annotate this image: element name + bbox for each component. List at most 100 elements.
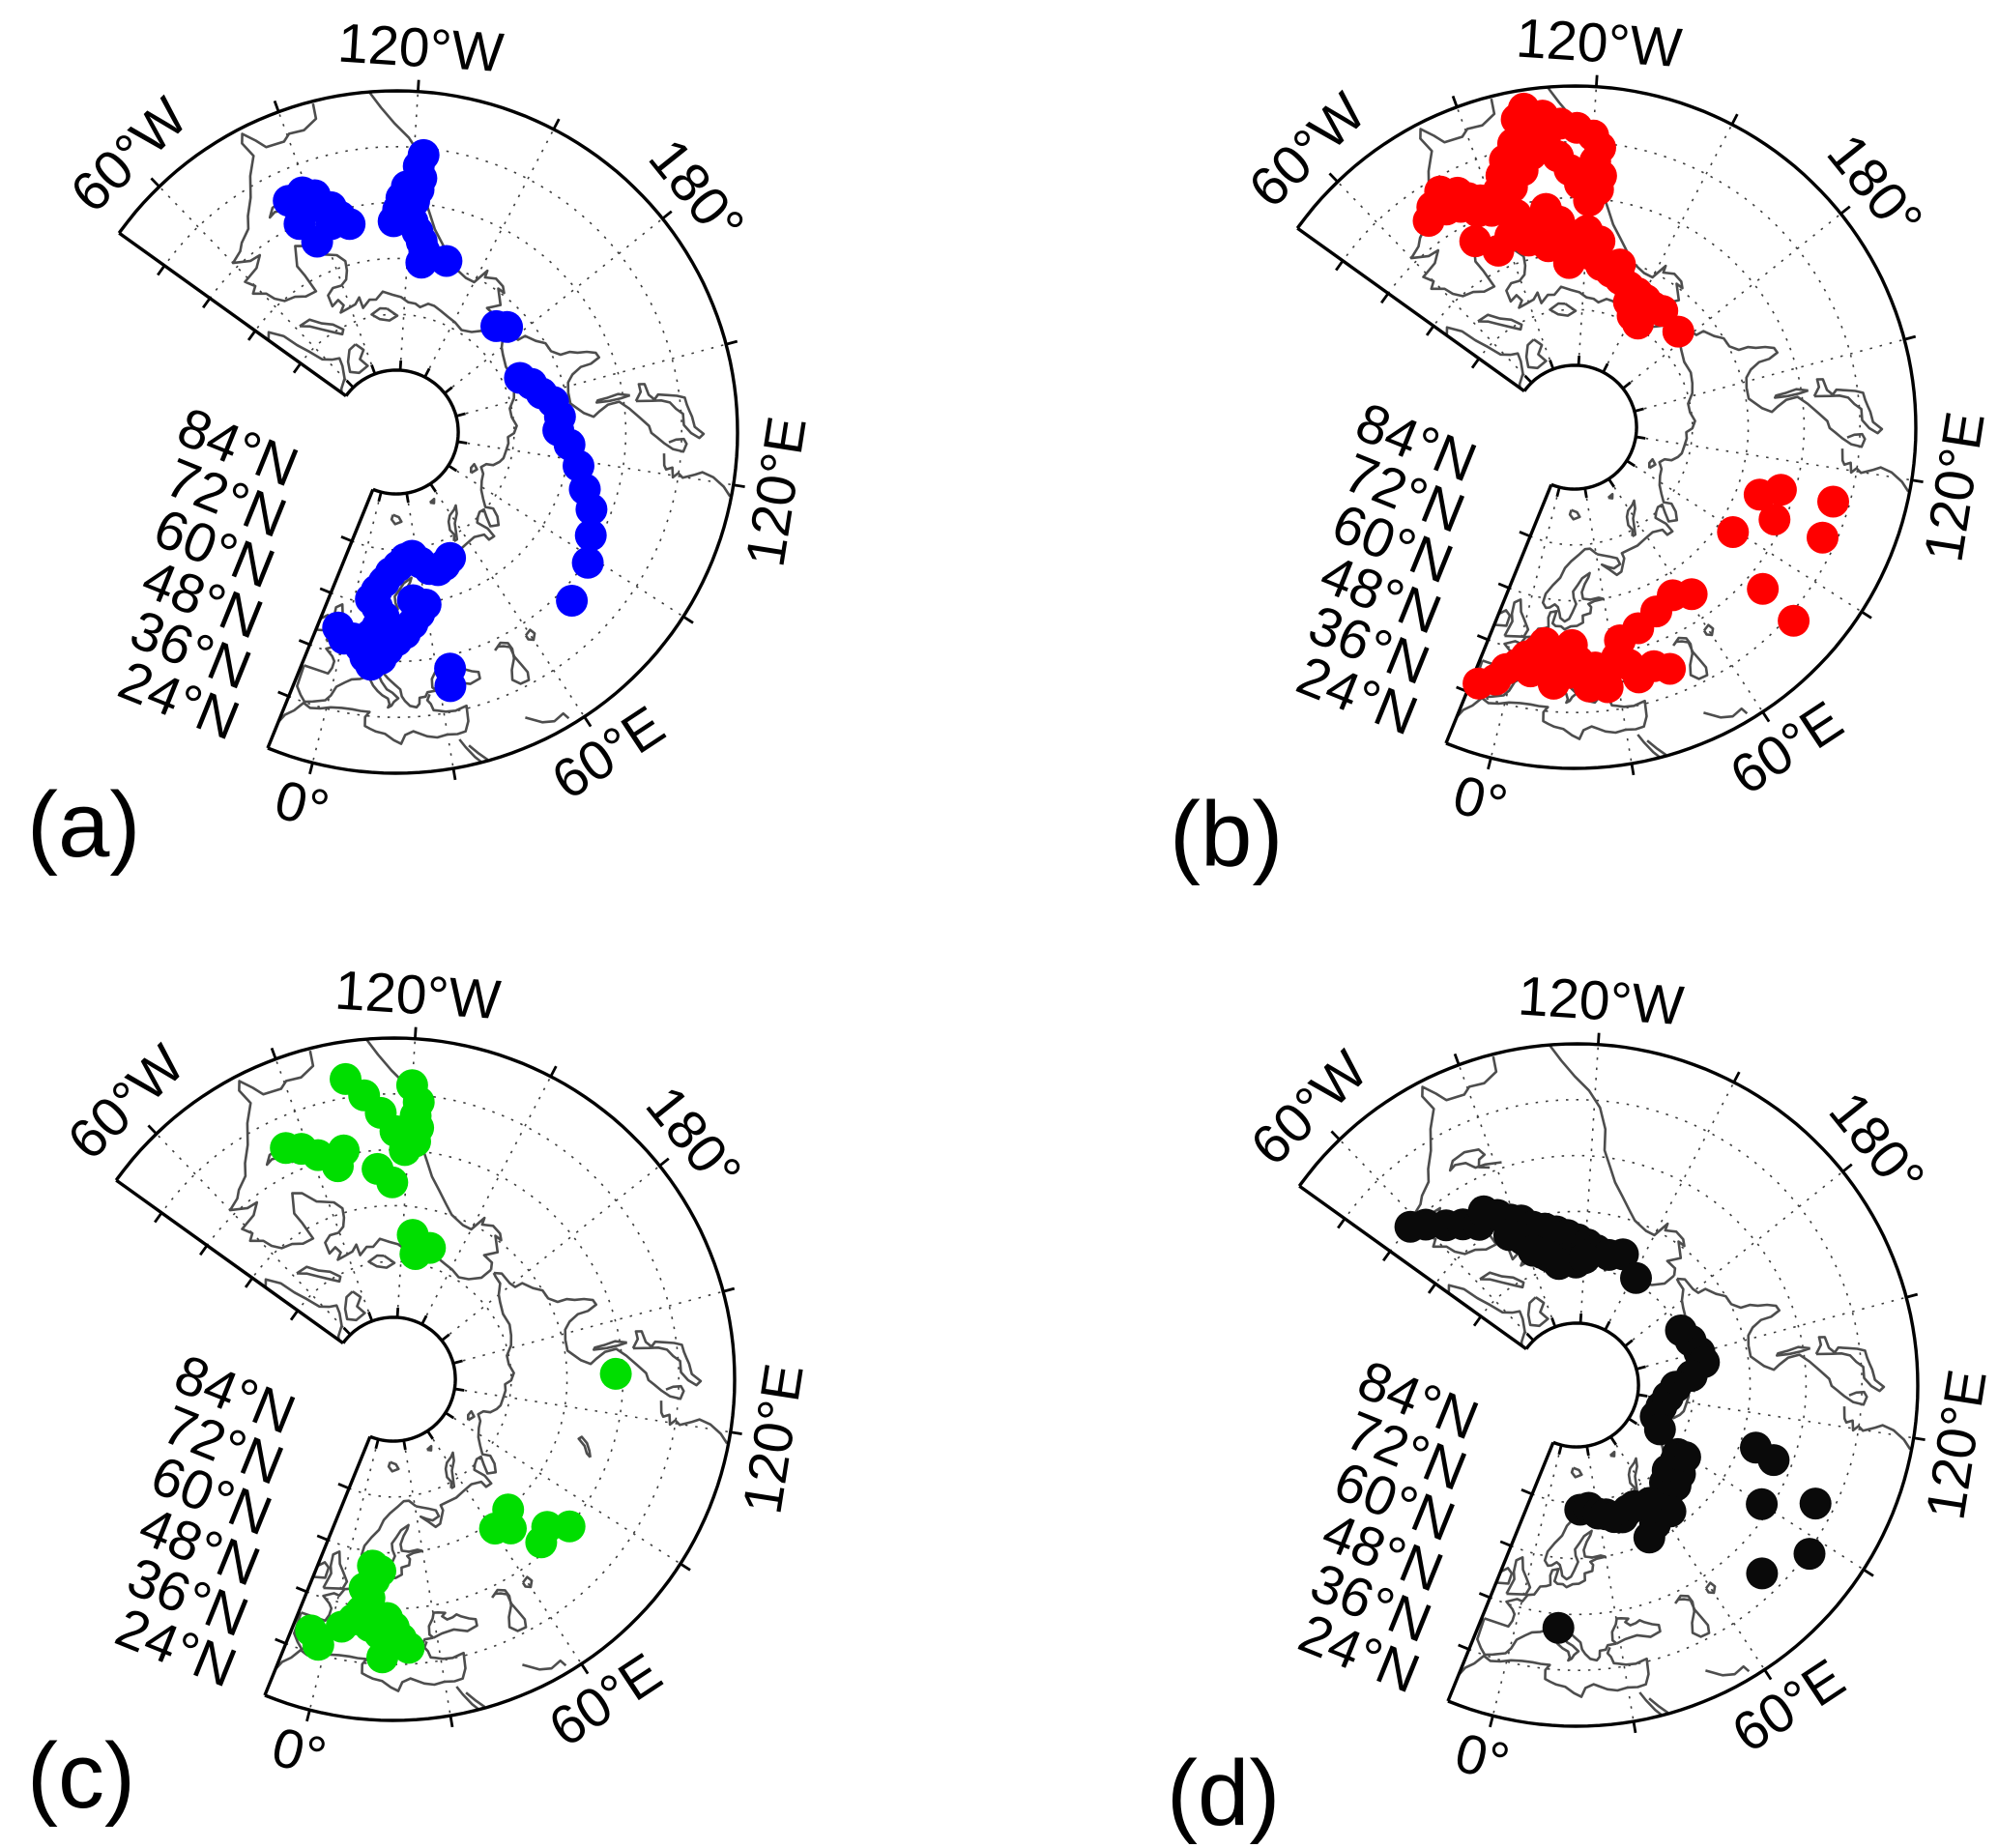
lon-tick-outer [1763, 1668, 1773, 1681]
lon-tick-outer [733, 483, 745, 488]
lat-tick [1458, 1643, 1470, 1651]
lon-tick-inner [1637, 1393, 1648, 1398]
coastline-segment [524, 628, 536, 642]
coastline-segment [1776, 1345, 1811, 1357]
lon-tick-outer [722, 1286, 736, 1293]
lon-tick-outer [1905, 1292, 1919, 1299]
parallel-36N [160, 1092, 680, 1666]
coastline-segment [1703, 707, 1749, 719]
station-dot [1764, 474, 1797, 506]
coastline-segment [370, 306, 399, 322]
station-dot [399, 1238, 432, 1270]
coastline-segment [1814, 1336, 1886, 1393]
coastline-segment [1636, 734, 1661, 759]
graticule-a [159, 91, 734, 769]
station-dot [376, 1166, 409, 1198]
lat-tick [1497, 582, 1510, 590]
lat-tick [292, 362, 303, 374]
lon-tick-outer [658, 1157, 670, 1168]
parallel-72N [300, 313, 515, 551]
lon-label-180: 180° [1817, 1081, 1937, 1208]
lat-tick [1472, 1315, 1483, 1327]
station-dot [1515, 138, 1548, 171]
coastline-segment [1429, 688, 1648, 740]
lon-tick-inner [374, 1438, 380, 1450]
coastline-segment [447, 504, 459, 542]
meridian-150E [1634, 338, 1905, 413]
lon-tick-outer [1597, 1032, 1601, 1045]
inner-hole-arc [1522, 363, 1638, 491]
coastline-segment [247, 1640, 467, 1692]
lon-tick-outer [417, 79, 420, 92]
lon-tick-inner [345, 379, 355, 389]
coastline-segment [1812, 378, 1884, 435]
graticule-b [1337, 86, 1912, 765]
map-boundary-b [1295, 84, 1918, 770]
lon-label--60: 60°W [59, 86, 199, 224]
coastline-segment [1503, 598, 1530, 638]
coastline-segment [1774, 388, 1810, 399]
station-dot [283, 208, 316, 241]
coastline-segment [1492, 1509, 1514, 1525]
meridian-180E [444, 217, 663, 394]
lon-tick-inner [1602, 362, 1609, 373]
station-dot [1778, 604, 1810, 637]
lon-tick-outer [730, 1430, 742, 1435]
outer-boundary-arc [114, 1036, 737, 1722]
coastline-segment [1674, 319, 1867, 448]
stations-c [270, 1062, 632, 1674]
lon-tick-inner [1607, 477, 1615, 488]
lat-tick [319, 587, 332, 594]
lon-tick-outer [1911, 478, 1924, 483]
station-dot [1746, 1557, 1779, 1590]
lat-tick [1520, 1488, 1533, 1496]
station-dot [1607, 1238, 1639, 1271]
coastline-segment [1627, 1457, 1639, 1495]
lat-tick [1427, 1283, 1437, 1294]
coastline-segment [1676, 1277, 1868, 1406]
edge-upper [1296, 226, 1525, 393]
edge-upper [118, 231, 347, 398]
lon-tick-inner [457, 440, 468, 445]
lon-tick-outer [1453, 1053, 1461, 1066]
lon-tick-outer [1732, 1071, 1741, 1083]
coastline-segment [1672, 636, 1709, 680]
coastline-segment [1477, 313, 1523, 332]
coastline-segment [428, 497, 436, 505]
coastline-segment [1638, 1691, 1663, 1717]
station-dot [492, 1493, 525, 1526]
station-dot [377, 205, 410, 238]
lat-tick [154, 1212, 163, 1224]
coastline-segment [1549, 302, 1578, 317]
station-dot [1633, 1521, 1665, 1554]
lon-tick-inner [420, 1314, 428, 1325]
lon-label--60: 60°W [1239, 1039, 1379, 1177]
boundary-ticks-c [147, 1026, 742, 1728]
graticule-c [156, 1038, 731, 1717]
coastline-segment [455, 1686, 479, 1711]
lat-tick [1499, 1540, 1512, 1547]
lon-tick-inner [405, 492, 410, 504]
lon-label--120: 120°W [1517, 965, 1687, 1037]
coastline-segment [250, 693, 470, 745]
station-dot [1758, 504, 1791, 535]
lon-tick-inner [1634, 407, 1644, 413]
lon-label-60: 60°E [1722, 1647, 1856, 1765]
lon-tick-inner [1525, 1332, 1535, 1342]
station-dot [1807, 521, 1839, 554]
panel-label-d: (d) [1167, 1742, 1281, 1845]
lon-tick-outer [549, 1065, 558, 1078]
lon-label-0: 0° [269, 768, 335, 841]
coastline-segment [1476, 1617, 1617, 1662]
meridian-30E [402, 1440, 451, 1717]
station-dot [405, 246, 438, 279]
lon-tick-outer [1328, 172, 1339, 184]
station-dot [1675, 578, 1708, 611]
lon-tick-outer [1863, 1568, 1874, 1577]
coastline-segment [1607, 492, 1614, 500]
lat-tick [340, 535, 353, 543]
coastline-segment [390, 513, 403, 526]
lon-label-120: 120°E [735, 413, 819, 571]
coastline-segment [631, 1330, 703, 1387]
lon-tick-inner [398, 361, 403, 371]
